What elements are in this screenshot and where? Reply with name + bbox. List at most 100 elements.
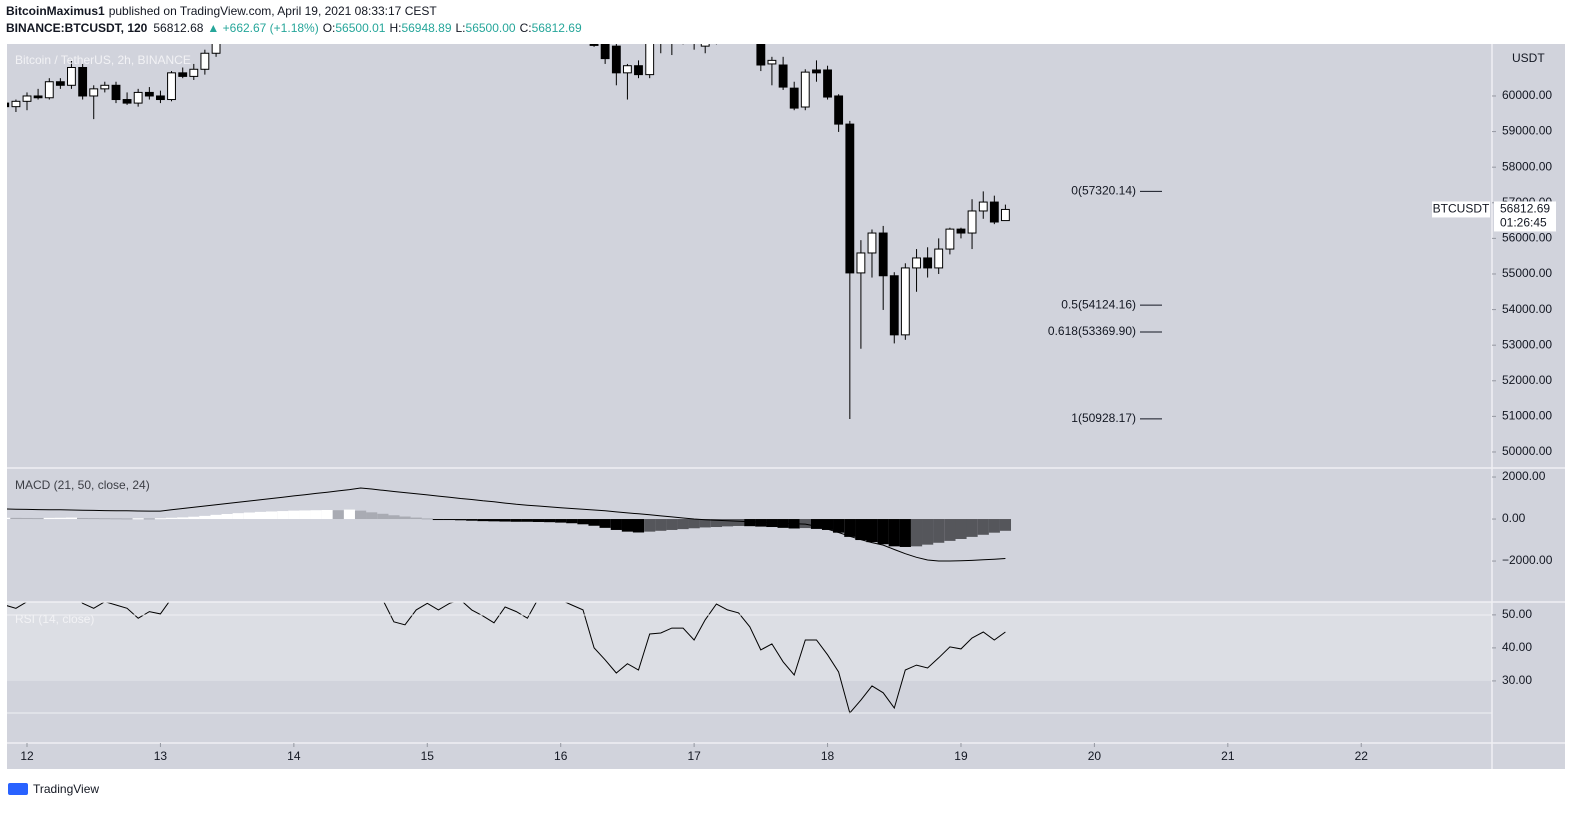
macd-histogram-bar (544, 519, 556, 523)
macd-histogram-bar (243, 512, 256, 520)
candle-body (111, 84, 121, 101)
macd-histogram-bar (888, 519, 900, 547)
candle-body (856, 252, 866, 274)
macd-histogram-bar (944, 519, 956, 541)
candle-body (889, 275, 899, 336)
x-tick-label: 19 (954, 749, 968, 763)
macd-histogram-bar (88, 518, 100, 520)
y-tick-label: 55000.00 (1502, 266, 1552, 280)
macd-histogram-bar (955, 519, 967, 539)
macd-histogram-bar (410, 517, 422, 520)
macd-histogram-bar (265, 511, 278, 520)
macd-histogram-bar (532, 519, 545, 522)
candle-body (44, 81, 54, 99)
candle-body (945, 228, 955, 250)
macd-histogram-bar (810, 519, 823, 529)
candle-body (7, 102, 10, 108)
candle-body (845, 123, 855, 274)
macd-histogram-bar (288, 510, 300, 520)
y-tick-label: −2000.00 (1502, 553, 1553, 567)
macd-histogram-bar (644, 519, 656, 532)
macd-histogram-bar (755, 519, 767, 527)
macd-histogram-bar (999, 519, 1012, 531)
macd-histogram-bar (254, 511, 267, 520)
macd-histogram-bar (143, 518, 155, 520)
macd-histogram-bar (732, 519, 745, 526)
macd-histogram-bar (366, 512, 378, 520)
candle-body (867, 232, 877, 254)
candle-body (33, 95, 43, 99)
fib-label: 1(50928.17) (1071, 411, 1136, 425)
price-tag-box (1494, 201, 1556, 232)
candle-body (55, 81, 65, 86)
macd-histogram-bar (821, 519, 834, 530)
publish-line: BitcoinMaximus1 published on TradingView.… (6, 4, 437, 18)
macd-histogram-bar (877, 519, 889, 545)
x-tick-label: 22 (1355, 749, 1369, 763)
symbol: BINANCE:BTCUSDT, 120 (6, 21, 148, 35)
macd-title: MACD (21, 50, close, 24) (15, 478, 150, 492)
candle-body (11, 100, 21, 108)
candle-body (622, 65, 632, 74)
rsi-title: RSI (14, close) (15, 612, 94, 626)
ohlc-key: C: (520, 21, 532, 35)
x-tick-label: 16 (554, 749, 568, 763)
macd-histogram-bar (421, 518, 433, 520)
macd-histogram-bar (232, 513, 244, 520)
y-tick-label: 51000.00 (1502, 409, 1552, 423)
macd-histogram-bar (443, 519, 456, 521)
macd-histogram-bar (799, 519, 811, 529)
macd-histogram-bar (621, 519, 634, 532)
macd-histogram-bar (177, 517, 189, 520)
candle-body (156, 95, 165, 101)
x-tick-label: 17 (687, 749, 701, 763)
candle-body (200, 52, 210, 70)
x-tick-label: 21 (1221, 749, 1235, 763)
change: ▲ +662.67 (+1.18%) (207, 21, 318, 35)
y-tick-label: 54000.00 (1502, 302, 1552, 316)
candle-body (878, 232, 888, 277)
candle-body (189, 68, 199, 77)
candle-body (900, 267, 910, 336)
ohlc-key: L: (456, 21, 466, 35)
macd-histogram-bar (632, 519, 645, 533)
macd-histogram-bar (699, 519, 711, 528)
macd-histogram-bar (521, 519, 533, 522)
candle-body (834, 95, 844, 125)
x-tick-label: 13 (154, 749, 168, 763)
macd-histogram-bar (121, 518, 133, 520)
symbol-line: BINANCE:BTCUSDT, 120 56812.68 ▲ +662.67 (+… (6, 21, 582, 35)
macd-histogram-bar (54, 517, 66, 520)
y-tick-label: 60000.00 (1502, 88, 1552, 102)
candle-body (133, 91, 143, 104)
macd-histogram-bar (199, 515, 211, 520)
published: published on TradingView.com, April 19, … (109, 4, 438, 18)
macd-histogram-bar (32, 518, 44, 520)
macd-histogram-bar (377, 513, 389, 520)
candle-body (178, 72, 188, 77)
x-tick-label: 15 (421, 749, 435, 763)
macd-histogram-bar (299, 510, 311, 520)
brand-name: TradingView (33, 782, 99, 796)
candle-body (800, 71, 810, 108)
candle-body (645, 44, 655, 76)
y-tick-label: 30.00 (1502, 673, 1532, 687)
macd-histogram-bar (188, 516, 200, 520)
x-tick-label: 18 (821, 749, 835, 763)
candle-body (978, 201, 988, 212)
candle-body (934, 248, 944, 269)
candle-body (589, 44, 599, 46)
currency: USDT (1512, 51, 1545, 65)
macd-histogram-bar (99, 518, 111, 520)
ohlc-value: 56500.01 (335, 21, 385, 35)
macd-histogram-bar (977, 519, 989, 535)
macd-histogram-bar (677, 519, 689, 530)
rsi-line (7, 602, 1006, 715)
macd-pane (7, 487, 1012, 562)
macd-histogram-bar (165, 517, 178, 520)
macd-histogram-bar (988, 519, 1000, 533)
candle-body (78, 66, 88, 97)
y-tick-label: 56000.00 (1502, 231, 1552, 245)
macd-histogram-bar (432, 519, 444, 521)
